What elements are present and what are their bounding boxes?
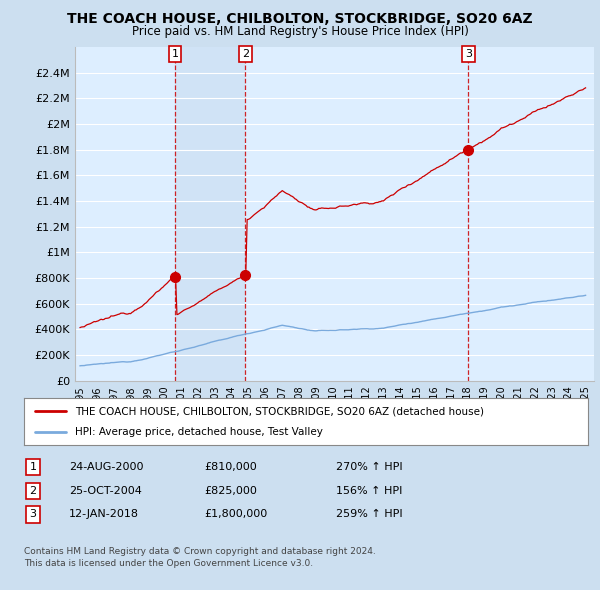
Text: This data is licensed under the Open Government Licence v3.0.: This data is licensed under the Open Gov…: [24, 559, 313, 568]
Text: 3: 3: [29, 510, 37, 519]
Text: 270% ↑ HPI: 270% ↑ HPI: [336, 463, 403, 472]
Text: Contains HM Land Registry data © Crown copyright and database right 2024.: Contains HM Land Registry data © Crown c…: [24, 547, 376, 556]
Text: 24-AUG-2000: 24-AUG-2000: [69, 463, 143, 472]
Text: 3: 3: [465, 49, 472, 59]
Text: 25-OCT-2004: 25-OCT-2004: [69, 486, 142, 496]
Text: £810,000: £810,000: [204, 463, 257, 472]
Text: THE COACH HOUSE, CHILBOLTON, STOCKBRIDGE, SO20 6AZ (detached house): THE COACH HOUSE, CHILBOLTON, STOCKBRIDGE…: [75, 407, 484, 417]
Bar: [175, 47, 245, 381]
Text: HPI: Average price, detached house, Test Valley: HPI: Average price, detached house, Test…: [75, 427, 323, 437]
Text: Price paid vs. HM Land Registry's House Price Index (HPI): Price paid vs. HM Land Registry's House …: [131, 25, 469, 38]
Text: 1: 1: [172, 49, 179, 59]
Text: 2: 2: [242, 49, 249, 59]
Text: 259% ↑ HPI: 259% ↑ HPI: [336, 510, 403, 519]
Text: £825,000: £825,000: [204, 486, 257, 496]
Text: 1: 1: [29, 463, 37, 472]
Text: THE COACH HOUSE, CHILBOLTON, STOCKBRIDGE, SO20 6AZ: THE COACH HOUSE, CHILBOLTON, STOCKBRIDGE…: [67, 12, 533, 26]
Text: 12-JAN-2018: 12-JAN-2018: [69, 510, 139, 519]
Text: 156% ↑ HPI: 156% ↑ HPI: [336, 486, 403, 496]
Text: 2: 2: [29, 486, 37, 496]
Text: £1,800,000: £1,800,000: [204, 510, 267, 519]
